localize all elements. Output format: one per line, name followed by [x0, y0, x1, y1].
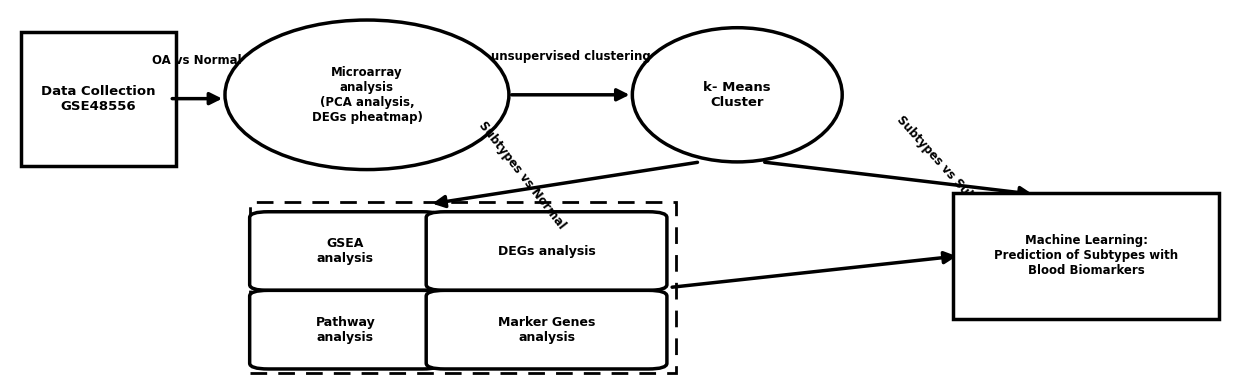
Text: Pathway
analysis: Pathway analysis: [315, 315, 376, 343]
Text: unsupervised clustering: unsupervised clustering: [491, 50, 651, 63]
FancyBboxPatch shape: [249, 202, 676, 373]
FancyBboxPatch shape: [249, 290, 441, 369]
Ellipse shape: [224, 20, 508, 170]
Text: Subtypes vs Normal: Subtypes vs Normal: [476, 119, 568, 231]
Text: Marker Genes
analysis: Marker Genes analysis: [498, 315, 595, 343]
FancyBboxPatch shape: [249, 212, 441, 290]
FancyBboxPatch shape: [427, 290, 667, 369]
Ellipse shape: [632, 28, 842, 162]
Text: k- Means
Cluster: k- Means Cluster: [703, 81, 771, 109]
Text: OA vs Normal: OA vs Normal: [153, 54, 242, 67]
Text: Data Collection
GSE48556: Data Collection GSE48556: [41, 85, 156, 113]
FancyBboxPatch shape: [954, 193, 1219, 319]
Text: GSEA
analysis: GSEA analysis: [317, 237, 373, 265]
FancyBboxPatch shape: [21, 32, 176, 166]
FancyBboxPatch shape: [427, 212, 667, 290]
Text: DEGs analysis: DEGs analysis: [497, 245, 595, 258]
Text: Subtypes vs Subtypes: Subtypes vs Subtypes: [894, 114, 1002, 231]
Text: Machine Learning:
Prediction of Subtypes with
Blood Biomarkers: Machine Learning: Prediction of Subtypes…: [994, 234, 1178, 277]
Text: Microarray
analysis
(PCA analysis,
DEGs pheatmap): Microarray analysis (PCA analysis, DEGs …: [311, 66, 423, 124]
